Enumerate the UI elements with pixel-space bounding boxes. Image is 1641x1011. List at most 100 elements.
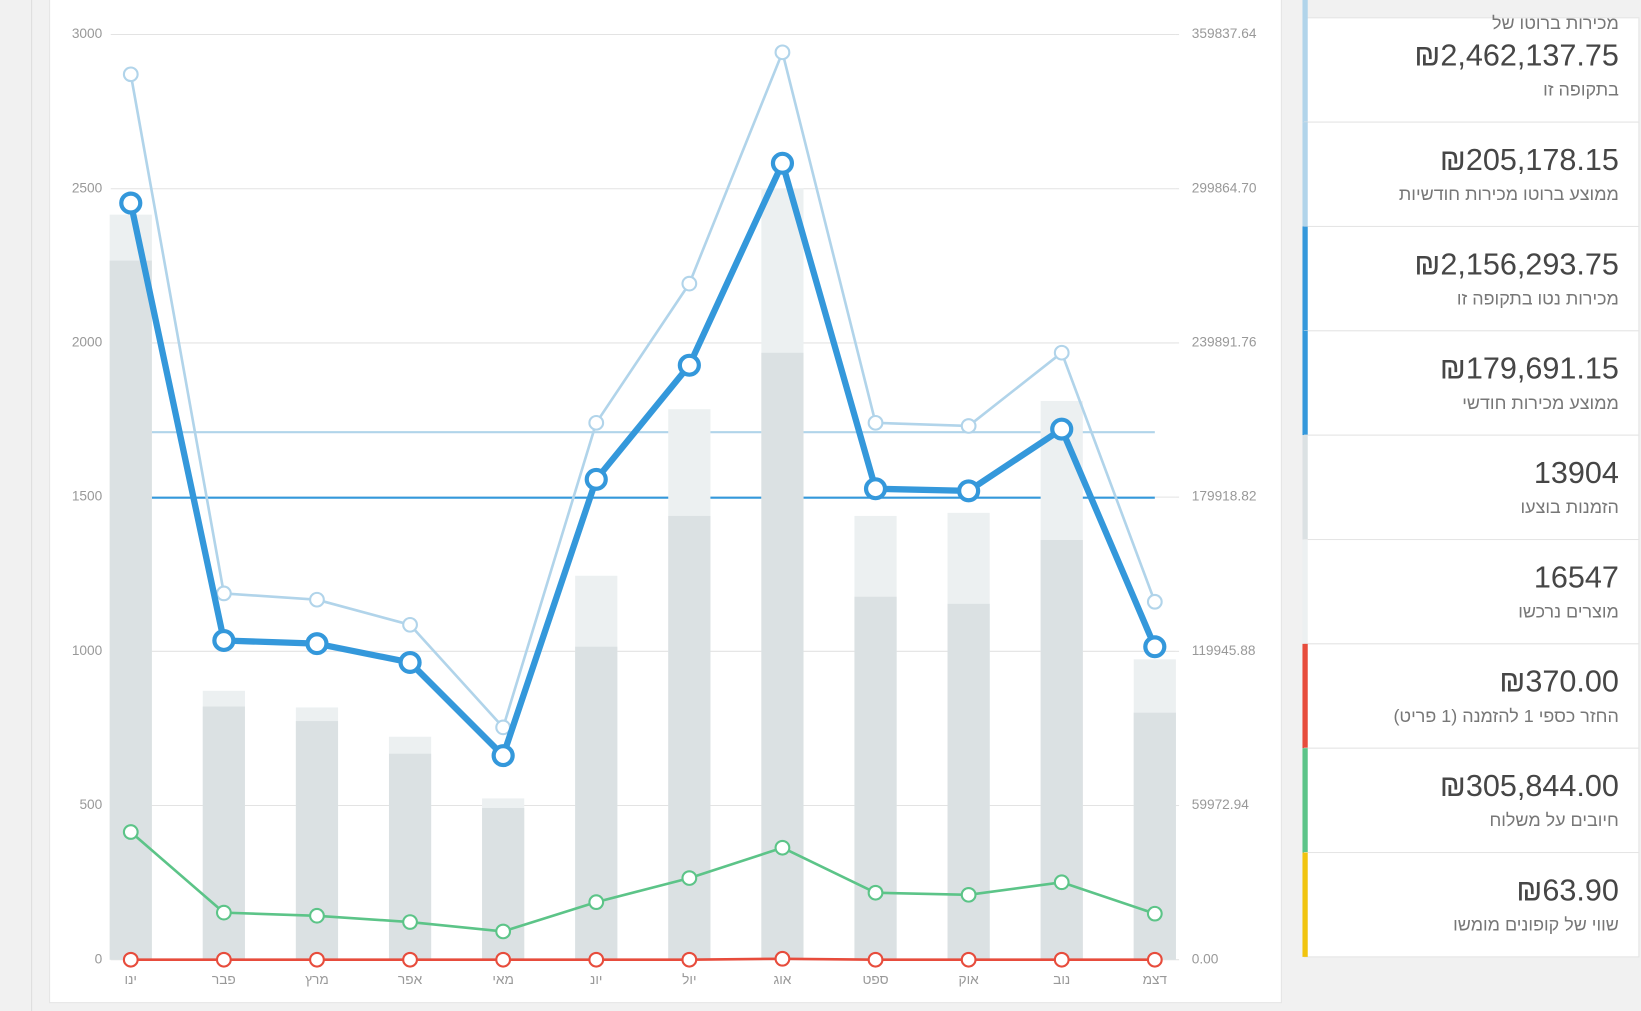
point — [863, 477, 888, 501]
legend-label: מוצרים נרכשו — [1518, 602, 1619, 622]
legend-item — [1304, 747, 1640, 854]
line — [127, 160, 1158, 759]
point — [212, 628, 236, 653]
legend-item — [1304, 17, 1640, 123]
summary-legend: מכירות ברוטו של ₪2,462,137.75 בתקופה זו ₪20… — [1302, 0, 1640, 958]
legend-label: בתקופה זו — [1543, 80, 1619, 100]
bar — [1040, 539, 1083, 960]
point — [1146, 905, 1163, 922]
y2-tick-label: 359837.64 — [1192, 26, 1257, 41]
point — [681, 951, 698, 968]
legend-label: ממוצע ברוטו מכירות חודשיות — [1399, 184, 1619, 204]
point — [309, 591, 325, 608]
point — [122, 66, 139, 83]
x-tick-label: אפר — [398, 972, 423, 987]
legend-item — [1304, 330, 1640, 436]
point — [122, 951, 139, 968]
legend-label: מכירות נטו בתקופה זו — [1457, 289, 1619, 309]
legend-item — [1304, 434, 1640, 541]
legend-value: ₪63.90 — [1516, 873, 1618, 907]
bar — [668, 515, 711, 960]
bar — [575, 646, 618, 960]
y-tick-label: 2000 — [72, 335, 103, 350]
bar — [1133, 712, 1176, 960]
legend-color — [1302, 748, 1308, 853]
line — [130, 957, 1155, 962]
point — [588, 951, 605, 968]
point — [588, 894, 605, 911]
y-tick-label: 500 — [79, 797, 102, 812]
y-tick-label: 2500 — [72, 180, 103, 195]
point — [495, 951, 512, 968]
point — [677, 353, 701, 377]
y-tick-label: 1000 — [72, 643, 103, 658]
point — [774, 950, 791, 967]
legend-color — [1302, 330, 1308, 436]
bar — [109, 260, 152, 960]
legend-label: ממוצע מכירות חודשי — [1462, 393, 1619, 413]
x-tick-label: מרץ — [305, 972, 329, 987]
y-tick-label: 1500 — [72, 489, 103, 504]
point — [1143, 635, 1167, 659]
legend-value: 16547 — [1534, 560, 1619, 594]
x-tick-label: ינו — [125, 972, 137, 987]
point — [1146, 593, 1163, 610]
bar — [854, 596, 897, 960]
legend-value: ₪370.00 — [1499, 665, 1618, 699]
chart: 0 500 1000 1500 2000 2500 3000 0.00 59972.94 1199… — [72, 26, 1257, 987]
x-tick-label: יונ — [590, 972, 602, 987]
point — [867, 414, 884, 431]
legend-value: ₪205,178.15 — [1440, 143, 1619, 177]
point — [588, 414, 605, 431]
legend-value: ₪2,462,137.75 — [1414, 39, 1618, 73]
legend-color — [1302, 122, 1308, 227]
y2-tick-label: 59972.94 — [1192, 797, 1250, 812]
point — [1053, 874, 1070, 891]
legend-item — [1304, 121, 1640, 228]
line — [129, 51, 1157, 729]
point — [770, 151, 795, 175]
point — [491, 744, 515, 768]
point — [681, 275, 698, 292]
bar — [295, 721, 339, 960]
legend-label: החזר כספי 1 להזמנה (1 פריט) — [1393, 706, 1618, 726]
x-tick-label: יול — [682, 972, 696, 987]
point — [1053, 951, 1070, 968]
point — [402, 914, 418, 930]
point — [215, 904, 232, 921]
point — [957, 479, 981, 503]
legend-item — [1304, 852, 1640, 958]
bar — [947, 603, 990, 960]
x-tick-label: דצמ — [1143, 972, 1168, 987]
bar — [761, 352, 804, 960]
x-tick-label: פבר — [212, 972, 236, 987]
legend-color — [1302, 643, 1308, 749]
legend-color — [1302, 435, 1308, 540]
legend-color — [1302, 226, 1308, 331]
point — [402, 616, 418, 633]
point — [309, 951, 325, 968]
legend-value: 13904 — [1534, 456, 1619, 490]
legend-label: הזמנות בוצעו — [1520, 497, 1618, 517]
point — [1050, 417, 1074, 441]
x-tick-label: מאי — [492, 972, 514, 987]
point — [305, 632, 329, 656]
y-tick-label: 3000 — [72, 26, 103, 41]
x-tick-label: נוב — [1053, 972, 1070, 987]
legend-color — [1302, 852, 1308, 957]
bar — [202, 706, 245, 960]
line — [129, 831, 1156, 933]
y2-tick-label: 239891.76 — [1192, 335, 1257, 350]
y2-tick-label: 299864.70 — [1192, 180, 1257, 195]
point — [584, 467, 608, 491]
point — [1146, 951, 1163, 968]
y2-tick-label: 179918.82 — [1192, 489, 1257, 504]
point — [960, 951, 977, 968]
legend-value: ₪2,156,293.75 — [1414, 247, 1618, 281]
point — [215, 585, 232, 602]
legend-label: חיובים על משלוח — [1489, 810, 1618, 830]
point — [681, 870, 698, 886]
legend-label: שווי של קופונים מומשו — [1453, 915, 1619, 935]
x-tick-label: ספט — [862, 972, 888, 987]
